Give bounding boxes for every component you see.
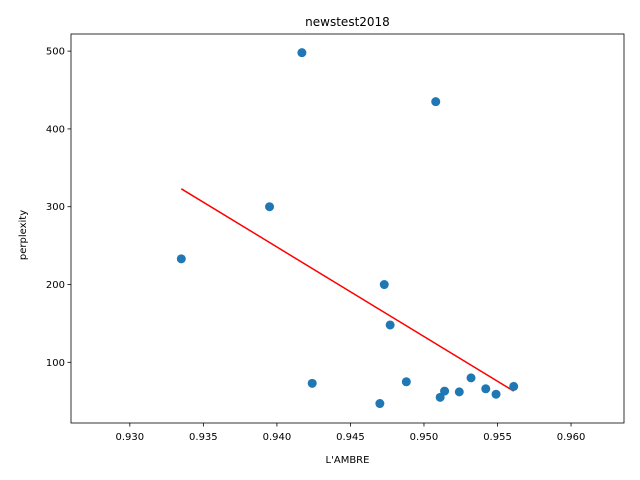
chart-title: newstest2018 [305,15,390,29]
scatter-point [440,386,450,396]
y-tick-label: 200 [46,280,65,291]
scatter-point [491,389,501,399]
x-axis: 0.930 0.935 0.940 0.945 0.950 0.955 0.960 [116,423,586,443]
x-tick-label: 0.930 [116,432,145,443]
scatter-point [176,254,186,264]
x-tick-label: 0.935 [189,432,218,443]
x-tick-label: 0.945 [336,432,365,443]
plot-area [176,48,519,409]
scatter-point [375,399,385,409]
y-axis: 100 200 300 400 500 [46,47,71,369]
y-tick-label: 500 [46,47,65,58]
plot-frame [70,33,625,424]
y-axis-label: perplexity [18,210,29,260]
scatter-point [379,280,389,290]
scatter-point [435,392,445,402]
y-tick-label: 400 [46,124,65,135]
trend-line [180,188,515,392]
scatter-point [297,48,307,58]
y-tick-label: 100 [46,358,65,369]
y-tick-label: 300 [46,202,65,213]
scatter-point [265,202,275,212]
scatter-point [466,373,476,383]
x-tick-label: 0.940 [263,432,292,443]
x-axis-label: L'AMBRE [326,455,370,466]
scatter-point [385,320,395,330]
scatter-point [401,377,411,387]
scatter-point [509,381,519,391]
scatter-point [454,387,464,397]
scatter-point [481,384,491,394]
x-tick-label: 0.960 [557,432,586,443]
scatter-point [307,378,317,388]
scatter-point [431,97,441,107]
x-tick-label: 0.955 [483,432,512,443]
x-tick-label: 0.950 [410,432,439,443]
